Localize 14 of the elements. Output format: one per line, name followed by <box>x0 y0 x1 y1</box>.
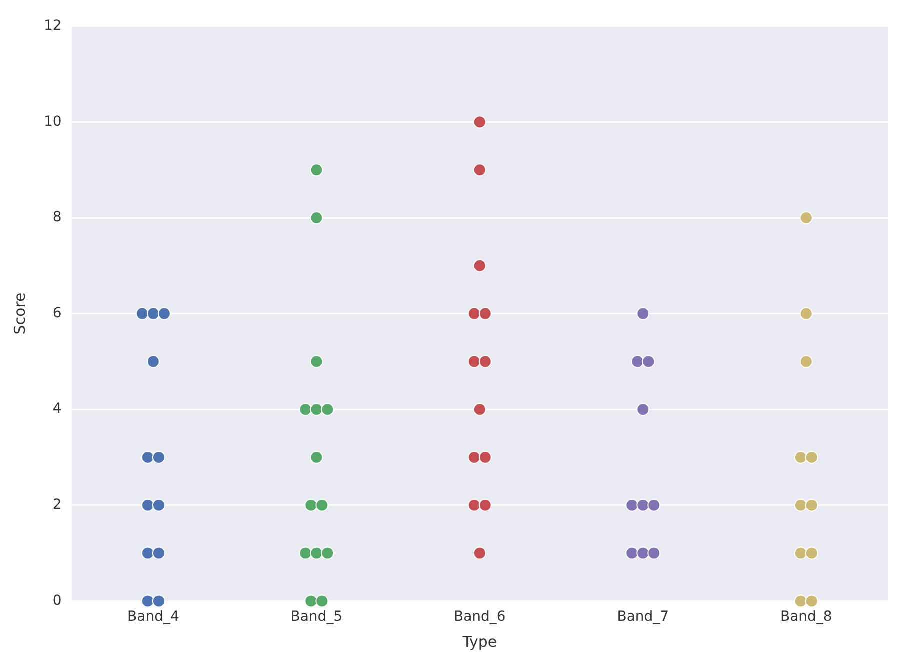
x-axis-title: Type <box>462 632 498 651</box>
y-tick-label: 2 <box>52 497 62 514</box>
x-tick-label: Band_7 <box>617 609 670 626</box>
x-tick-label: Band_8 <box>780 609 832 626</box>
y-tick-label: 8 <box>52 210 62 226</box>
y-tick-label: 12 <box>44 18 62 34</box>
x-tick-label: Band_4 <box>128 609 180 626</box>
y-tick-label: 4 <box>52 401 62 418</box>
y-axis-title: Score <box>10 292 29 335</box>
y-tick-label: 0 <box>52 592 62 609</box>
y-tick-label: 6 <box>52 305 62 322</box>
y-tick-label: 10 <box>44 114 62 130</box>
x-tick-label: Band_6 <box>454 609 506 626</box>
x-tick-label: Band_5 <box>290 609 343 626</box>
